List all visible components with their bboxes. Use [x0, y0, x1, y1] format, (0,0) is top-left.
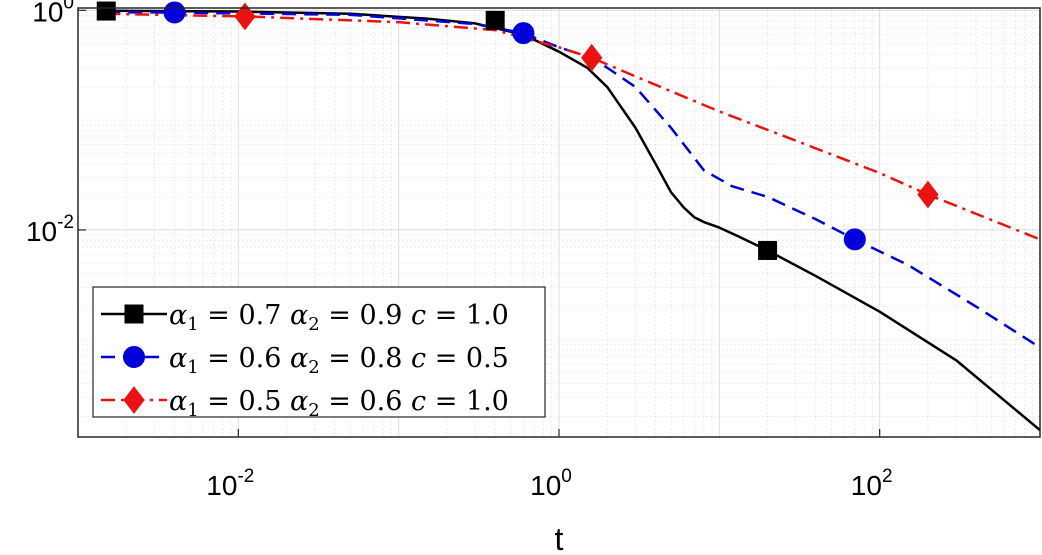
data-point-circle — [163, 1, 186, 24]
data-point-circle — [843, 228, 866, 251]
x-axis-label: t — [555, 521, 564, 555]
tick-labels: 10-2 100 102 100 10-2 — [26, 0, 893, 501]
data-point-diamond — [917, 180, 939, 209]
legend: α1 = 0.7 α2 = 0.9 c = 1.0 α1 = 0.6 α2 = 0… — [92, 286, 546, 421]
legend-entry-label: α1 = 0.6 α2 = 0.8 c = 0.5 — [169, 343, 509, 378]
legend-entry-label: α1 = 0.7 α2 = 0.9 c = 1.0 — [169, 300, 509, 335]
x-tick-label: 10-2 — [206, 466, 254, 501]
legend-marker-diamond — [123, 386, 145, 414]
legend-box — [92, 286, 546, 418]
y-tick-label: 100 — [32, 0, 74, 27]
x-tick-label: 100 — [530, 466, 572, 501]
legend-marker-circle — [123, 346, 145, 368]
series-line-square — [106, 9, 1040, 432]
data-point-circle — [512, 22, 535, 45]
data-point-square — [758, 240, 778, 260]
data-point-diamond — [581, 43, 603, 72]
y-tick-label: 10-2 — [26, 212, 74, 247]
data-point-square — [96, 1, 116, 21]
data-point-square — [485, 10, 505, 30]
x-tick-label: 102 — [851, 466, 893, 501]
series-line-diamond — [106, 12, 1040, 241]
legend-marker-square — [124, 304, 144, 324]
data-point-diamond — [234, 2, 256, 31]
plot-border — [77, 7, 1041, 438]
legend-entry-label: α1 = 0.5 α2 = 0.6 c = 1.0 — [169, 386, 509, 421]
